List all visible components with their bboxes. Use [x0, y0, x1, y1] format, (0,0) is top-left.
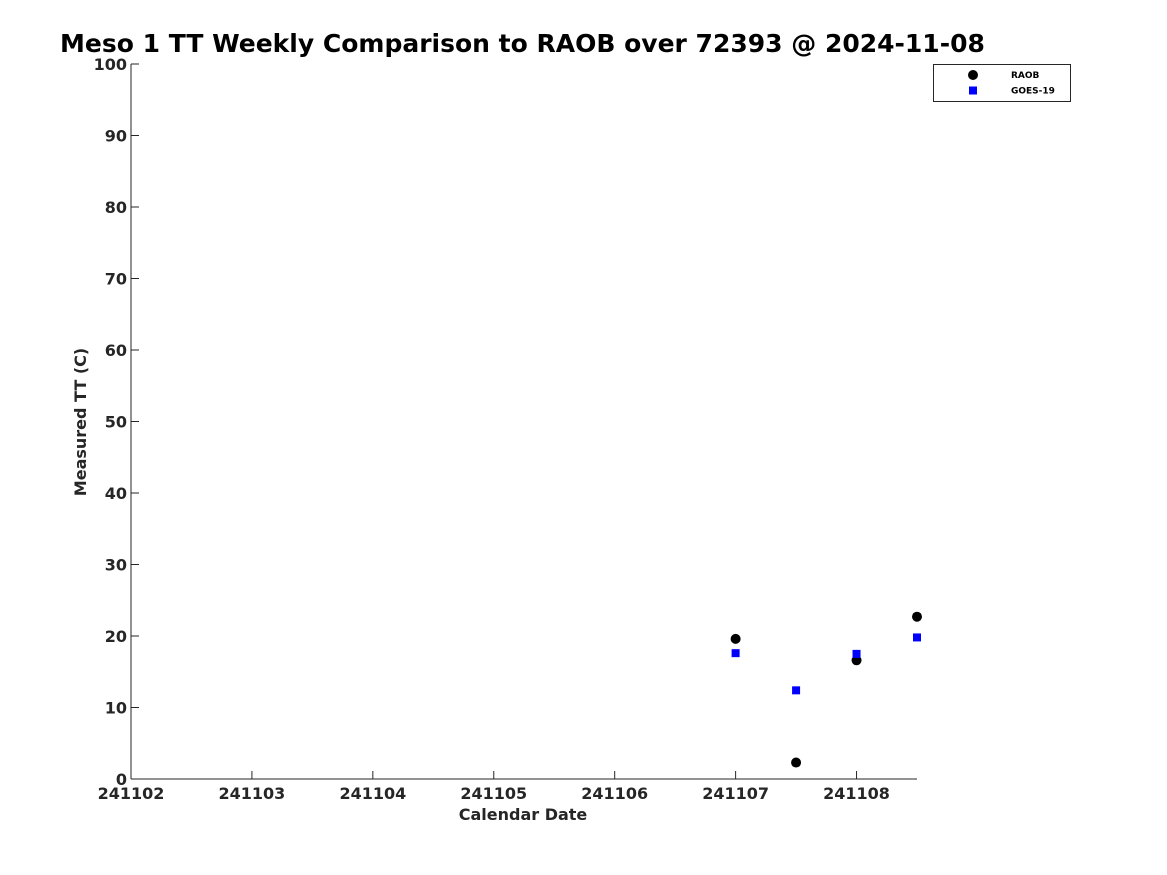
x-axis-ticks: 241102 241103 241104 241105 241106 241107 2411…: [98, 771, 890, 803]
raob-point: [912, 611, 922, 622]
legend-label-goes-19: GOES-19: [1011, 87, 1055, 97]
x-tick-label: 241103: [219, 784, 286, 803]
y-tick-label: 100: [94, 55, 127, 74]
data-markers: [730, 611, 922, 768]
goes-19-point: [913, 633, 921, 642]
y-tick-label: 10: [105, 699, 127, 718]
x-tick-label: 241102: [98, 784, 165, 803]
y-tick-label: 30: [105, 556, 127, 575]
x-tick-label: 241106: [581, 784, 648, 803]
y-tick-label: 20: [105, 627, 127, 646]
y-tick-label: 40: [105, 484, 127, 503]
x-tick-label: 241108: [823, 784, 890, 803]
legend: RAOB GOES-19: [933, 64, 1071, 102]
raob-point: [791, 757, 802, 768]
y-axis-label: Measured TT (C): [71, 348, 90, 496]
y-tick-label: 50: [105, 413, 127, 432]
goes-19-point: [852, 649, 861, 658]
x-tick-label: 241104: [339, 784, 406, 803]
legend-marker-raob: [968, 70, 978, 80]
x-tick-label: 241107: [702, 784, 769, 803]
y-tick-label: 80: [105, 198, 127, 217]
y-tick-label: 90: [105, 127, 127, 146]
goes-19-point: [731, 649, 740, 658]
x-tick-label: 241105: [460, 784, 527, 803]
legend-marker-goes-19: [969, 86, 977, 95]
y-tick-label: 70: [105, 270, 127, 289]
legend-box: [933, 64, 1071, 102]
legend-label-raob: RAOB: [1011, 71, 1040, 81]
x-axis-label: Calendar Date: [459, 805, 588, 824]
y-tick-label: 60: [105, 341, 127, 360]
chart-title: Meso 1 TT Weekly Comparison to RAOB over…: [60, 29, 985, 58]
raob-point: [730, 633, 741, 644]
y-tick-label: 0: [116, 770, 127, 789]
goes-19-point: [792, 686, 801, 695]
y-axis-ticks: 0 10 20 30 40 50 60 70 80 90 100: [94, 55, 139, 789]
